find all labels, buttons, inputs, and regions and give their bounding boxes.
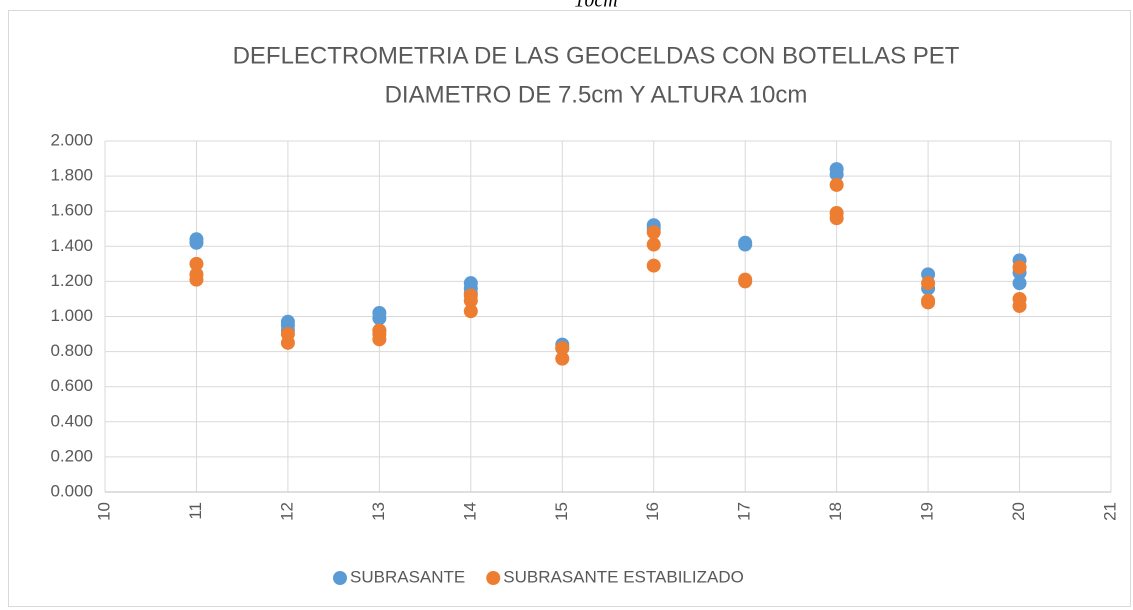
x-tick-label: 14 (460, 502, 479, 521)
y-tick-label: 2.000 (50, 130, 93, 149)
point (829, 177, 844, 192)
x-tick-label: 12 (277, 502, 296, 521)
chart-border (8, 10, 1131, 607)
point (921, 295, 936, 310)
x-tick-label: 21 (1100, 502, 1119, 521)
legend-marker (486, 571, 501, 585)
point (189, 256, 204, 271)
point (1012, 298, 1027, 313)
y-tick-label: 0.400 (50, 411, 93, 430)
legend-label: SUBRASANTE (350, 567, 465, 586)
point (555, 351, 570, 366)
point (280, 335, 295, 350)
point (463, 293, 478, 308)
x-tick-label: 17 (735, 502, 754, 521)
x-tick-label: 10 (94, 502, 113, 521)
x-tick-label: 13 (369, 502, 388, 521)
y-tick-label: 1.600 (50, 201, 93, 220)
point (738, 237, 753, 252)
x-tick-label: 20 (1009, 502, 1028, 521)
x-tick-label: 16 (643, 502, 662, 521)
y-tick-label: 1.400 (50, 236, 93, 255)
point (646, 225, 661, 240)
x-tick-label: 15 (552, 502, 571, 521)
point (189, 272, 204, 287)
y-tick-label: 1.800 (50, 166, 93, 185)
point (372, 332, 387, 347)
page-fragment: 10cm (574, 0, 617, 12)
chart-title: DEFLECTROMETRIA DE LAS GEOCELDAS CON BOT… (233, 42, 960, 69)
point (921, 276, 936, 291)
x-tick-label: 18 (826, 502, 845, 521)
point (738, 274, 753, 289)
legend-label: SUBRASANTE ESTABILIZADO (503, 567, 744, 586)
y-tick-label: 1.200 (50, 271, 93, 290)
point (463, 304, 478, 319)
y-tick-label: 1.000 (50, 306, 93, 325)
y-tick-label: 0.200 (50, 446, 93, 465)
x-tick-label: 19 (918, 502, 937, 521)
point (1012, 260, 1027, 275)
x-tick-label: 11 (186, 502, 205, 520)
point (646, 237, 661, 252)
y-tick-label: 0.600 (50, 376, 93, 395)
point (372, 311, 387, 326)
y-tick-label: 0.800 (50, 341, 93, 360)
chart-title: DIAMETRO DE 7.5cm Y ALTURA 10cm (385, 81, 808, 108)
point (829, 167, 844, 182)
point (829, 211, 844, 226)
y-tick-label: 0.000 (50, 481, 93, 500)
point (646, 258, 661, 273)
point (555, 341, 570, 356)
point (1012, 276, 1027, 291)
legend-marker (333, 571, 347, 585)
point (189, 235, 204, 250)
